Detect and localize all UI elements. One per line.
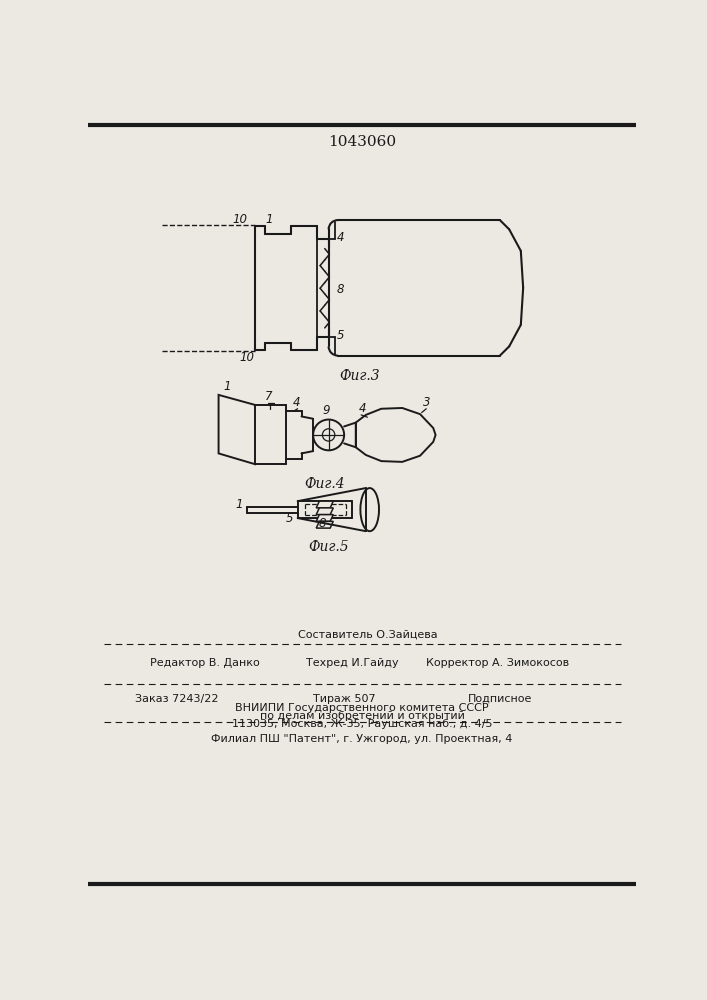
Text: Составитель О.Зайцева: Составитель О.Зайцева: [298, 629, 437, 639]
Polygon shape: [316, 501, 333, 508]
Text: 1: 1: [265, 213, 273, 226]
Text: Фиг.5: Фиг.5: [308, 540, 349, 554]
Text: 4: 4: [292, 396, 300, 409]
Text: 5: 5: [286, 512, 293, 525]
Polygon shape: [316, 515, 333, 521]
Text: 7: 7: [264, 390, 272, 403]
Text: 1: 1: [236, 498, 243, 512]
Text: 4: 4: [359, 402, 366, 415]
Text: 4: 4: [337, 231, 344, 244]
Polygon shape: [316, 521, 333, 528]
Text: 5: 5: [337, 329, 344, 342]
Text: 1043060: 1043060: [328, 135, 396, 149]
Text: ВНИИПИ Государственного комитета СССР: ВНИИПИ Государственного комитета СССР: [235, 703, 489, 713]
Text: 9: 9: [322, 404, 330, 417]
Text: Тираж 507: Тираж 507: [313, 694, 375, 704]
Polygon shape: [316, 508, 333, 515]
Text: Филиал ПШ "Патент", г. Ужгород, ул. Проектная, 4: Филиал ПШ "Патент", г. Ужгород, ул. Прое…: [211, 734, 513, 744]
Text: Подписное: Подписное: [468, 694, 532, 704]
Text: 8: 8: [337, 283, 344, 296]
Text: 10: 10: [240, 351, 255, 364]
Text: Заказ 7243/22: Заказ 7243/22: [135, 694, 218, 704]
Text: 8: 8: [319, 517, 326, 530]
Text: Редактор В. Данко: Редактор В. Данко: [151, 658, 260, 668]
Text: Техред И.Гайду: Техред И.Гайду: [305, 658, 398, 668]
Text: 1: 1: [223, 380, 230, 393]
Text: Корректор А. Зимокосов: Корректор А. Зимокосов: [426, 658, 569, 668]
Text: Фиг.4: Фиг.4: [305, 477, 345, 491]
Text: по делам изобретений и открытий: по делам изобретений и открытий: [259, 711, 464, 721]
Text: 10: 10: [232, 213, 247, 226]
Text: 113035, Москва, Ж-35, Раушская наб., д. 4/5: 113035, Москва, Ж-35, Раушская наб., д. …: [232, 719, 492, 729]
Text: Фиг.3: Фиг.3: [339, 369, 380, 383]
Text: 3: 3: [423, 396, 431, 409]
